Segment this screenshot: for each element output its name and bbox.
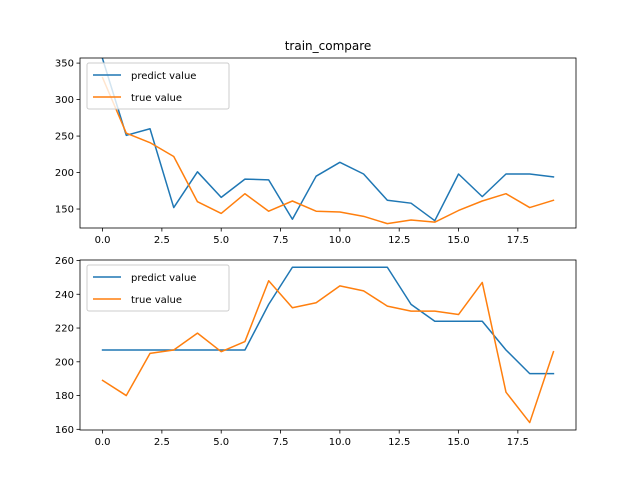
x-tick-label: 17.5 <box>507 235 529 246</box>
predict-value-line <box>101 266 555 375</box>
x-tick-label: 10.0 <box>329 235 351 246</box>
x-tick-label: 2.5 <box>154 437 170 448</box>
y-tick-label: 150 <box>55 205 74 216</box>
x-tick-label: 12.5 <box>388 235 410 246</box>
x-tick-label: 2.5 <box>154 235 170 246</box>
y-tick-label: 180 <box>55 391 74 402</box>
top-legend-box <box>86 62 230 110</box>
y-tick-label: 200 <box>55 168 74 179</box>
true-value-line <box>101 76 555 225</box>
top-plot-frame <box>79 57 577 229</box>
x-tick-label: 5.0 <box>213 437 229 448</box>
top-legend-true-label: true value <box>131 93 182 104</box>
y-tick-label: 200 <box>55 357 74 368</box>
y-tick-label: 300 <box>55 95 74 106</box>
bottom-legend: predict value true value <box>86 264 230 312</box>
bottom-subplot: 0.0 2.5 5.0 7.5 10.0 12.5 15.0 17.5 160 180 200 220… <box>55 256 577 448</box>
y-tick-label: 260 <box>55 256 74 267</box>
x-tick-label: 0.0 <box>95 437 111 448</box>
bottom-legend-predict-label: predict value <box>131 273 196 284</box>
top-series-lines <box>101 58 555 225</box>
y-tick-label: 160 <box>55 425 74 436</box>
x-tick-label: 7.5 <box>273 235 289 246</box>
x-tick-label: 10.0 <box>329 437 351 448</box>
x-tick-label: 5.0 <box>213 235 229 246</box>
true-value-line <box>101 280 555 424</box>
y-tick-label: 240 <box>55 290 74 301</box>
y-tick-label: 250 <box>55 132 74 143</box>
bottom-legend-true-label: true value <box>131 295 182 306</box>
top-legend: predict value true value <box>86 62 230 110</box>
bottom-series-lines <box>101 266 555 424</box>
x-tick-label: 12.5 <box>388 437 410 448</box>
x-tick-label: 17.5 <box>507 437 529 448</box>
x-tick-label: 15.0 <box>447 235 469 246</box>
bottom-legend-box <box>86 264 230 312</box>
top-legend-predict-label: predict value <box>131 71 196 82</box>
top-axis-ticks: 0.0 2.5 5.0 7.5 10.0 12.5 15.0 17.5 150 200 250 300… <box>55 59 529 246</box>
y-tick-label: 350 <box>55 59 74 70</box>
x-tick-label: 7.5 <box>273 437 289 448</box>
y-tick-label: 220 <box>55 324 74 335</box>
x-tick-label: 15.0 <box>447 437 469 448</box>
bottom-plot-frame <box>79 259 577 431</box>
x-tick-label: 0.0 <box>95 235 111 246</box>
bottom-axis-ticks: 0.0 2.5 5.0 7.5 10.0 12.5 15.0 17.5 160 180 200 220… <box>55 256 529 448</box>
top-subplot: train_compare 0.0 2.5 5.0 7.5 10.0 12.5 15.0 17… <box>55 39 577 246</box>
chart-title: train_compare <box>285 39 372 53</box>
predict-value-line <box>101 58 555 222</box>
